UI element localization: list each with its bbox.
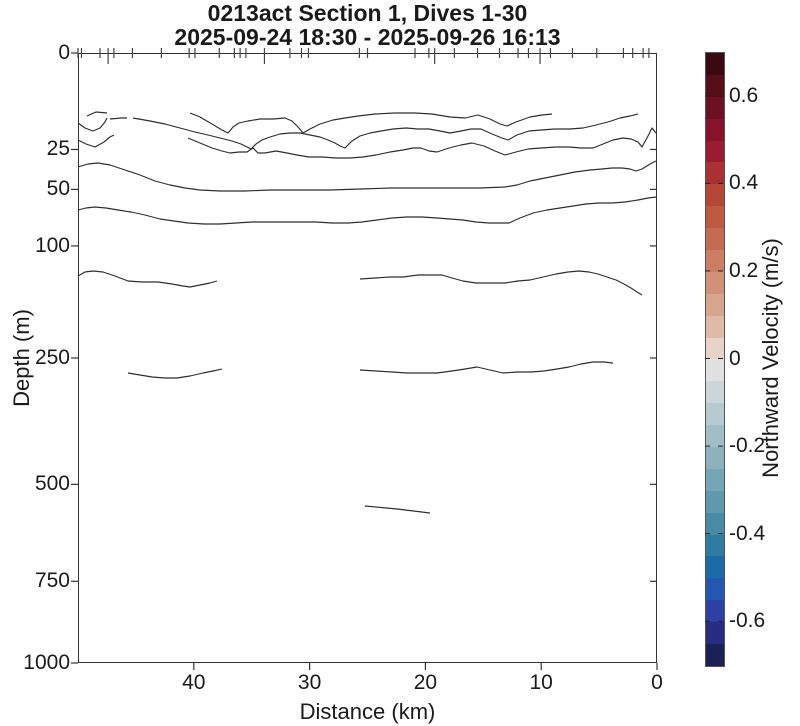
colorbar-band (706, 184, 724, 207)
colorbar-band (706, 578, 724, 601)
colorbar-band (706, 228, 724, 251)
colorbar-tick-label: 0.4 (729, 171, 759, 195)
colorbar-band (706, 293, 724, 316)
colorbar-band (706, 490, 724, 513)
colorbar-band (706, 271, 724, 294)
y-tick-label: 100 (34, 233, 70, 257)
plot-subtitle: 2025-09-24 18:30 - 2025-09-26 16:13 (174, 24, 561, 50)
colorbar-band (706, 206, 724, 229)
colorbar-band (706, 337, 724, 360)
colorbar-band (706, 381, 724, 404)
colorbar-band (706, 74, 724, 97)
y-tick-label: 1000 (23, 651, 70, 674)
colorbar-label: Northward Velocity (m/s) (758, 238, 783, 478)
colorbar-band (706, 118, 724, 141)
colorbar-band (706, 53, 724, 75)
colorbar-band (706, 162, 724, 185)
x-tick-label: 10 (529, 671, 553, 694)
colorbar-band (706, 600, 724, 623)
colorbar-band (706, 468, 724, 491)
colorbar-band (706, 359, 724, 382)
colorbar-tick-label: 0.2 (729, 258, 759, 282)
colorbar-tick-label: -0.4 (729, 521, 766, 545)
x-tick-label: 40 (182, 671, 206, 694)
x-axis-label: Distance (km) (299, 699, 436, 724)
y-tick-label: 250 (34, 346, 70, 369)
x-tick-label: 0 (651, 671, 663, 694)
colorbar-band (706, 250, 724, 272)
colorbar-tick-label: 0.6 (729, 83, 759, 107)
y-tick-label: 0 (58, 41, 70, 64)
colorbar-band (706, 447, 724, 469)
colorbar-band (706, 96, 724, 119)
y-tick-label: 750 (34, 569, 70, 593)
plot-title: 0213act Section 1, Dives 1-30 (207, 0, 528, 26)
colorbar-band (706, 512, 724, 535)
colorbar-tick-label: 0 (729, 346, 741, 370)
y-tick-label: 25 (46, 137, 70, 161)
colorbar-tick-label: -0.6 (729, 609, 766, 633)
colorbar-band (706, 403, 724, 426)
y-tick-label: 50 (46, 177, 70, 201)
colorbar-band (706, 140, 724, 163)
plot-area (78, 53, 657, 663)
colorbar-tick-label: -0.2 (729, 434, 766, 458)
colorbar-band (706, 425, 724, 448)
colorbar-band (706, 534, 724, 557)
colorbar (705, 52, 725, 667)
x-tick-label: 30 (297, 671, 322, 694)
colorbar-band (706, 644, 724, 666)
y-tick-label: 500 (34, 472, 70, 496)
colorbar-band (706, 622, 724, 645)
colorbar-band (706, 556, 724, 579)
colorbar-band (706, 315, 724, 338)
x-tick-label: 20 (413, 671, 438, 694)
